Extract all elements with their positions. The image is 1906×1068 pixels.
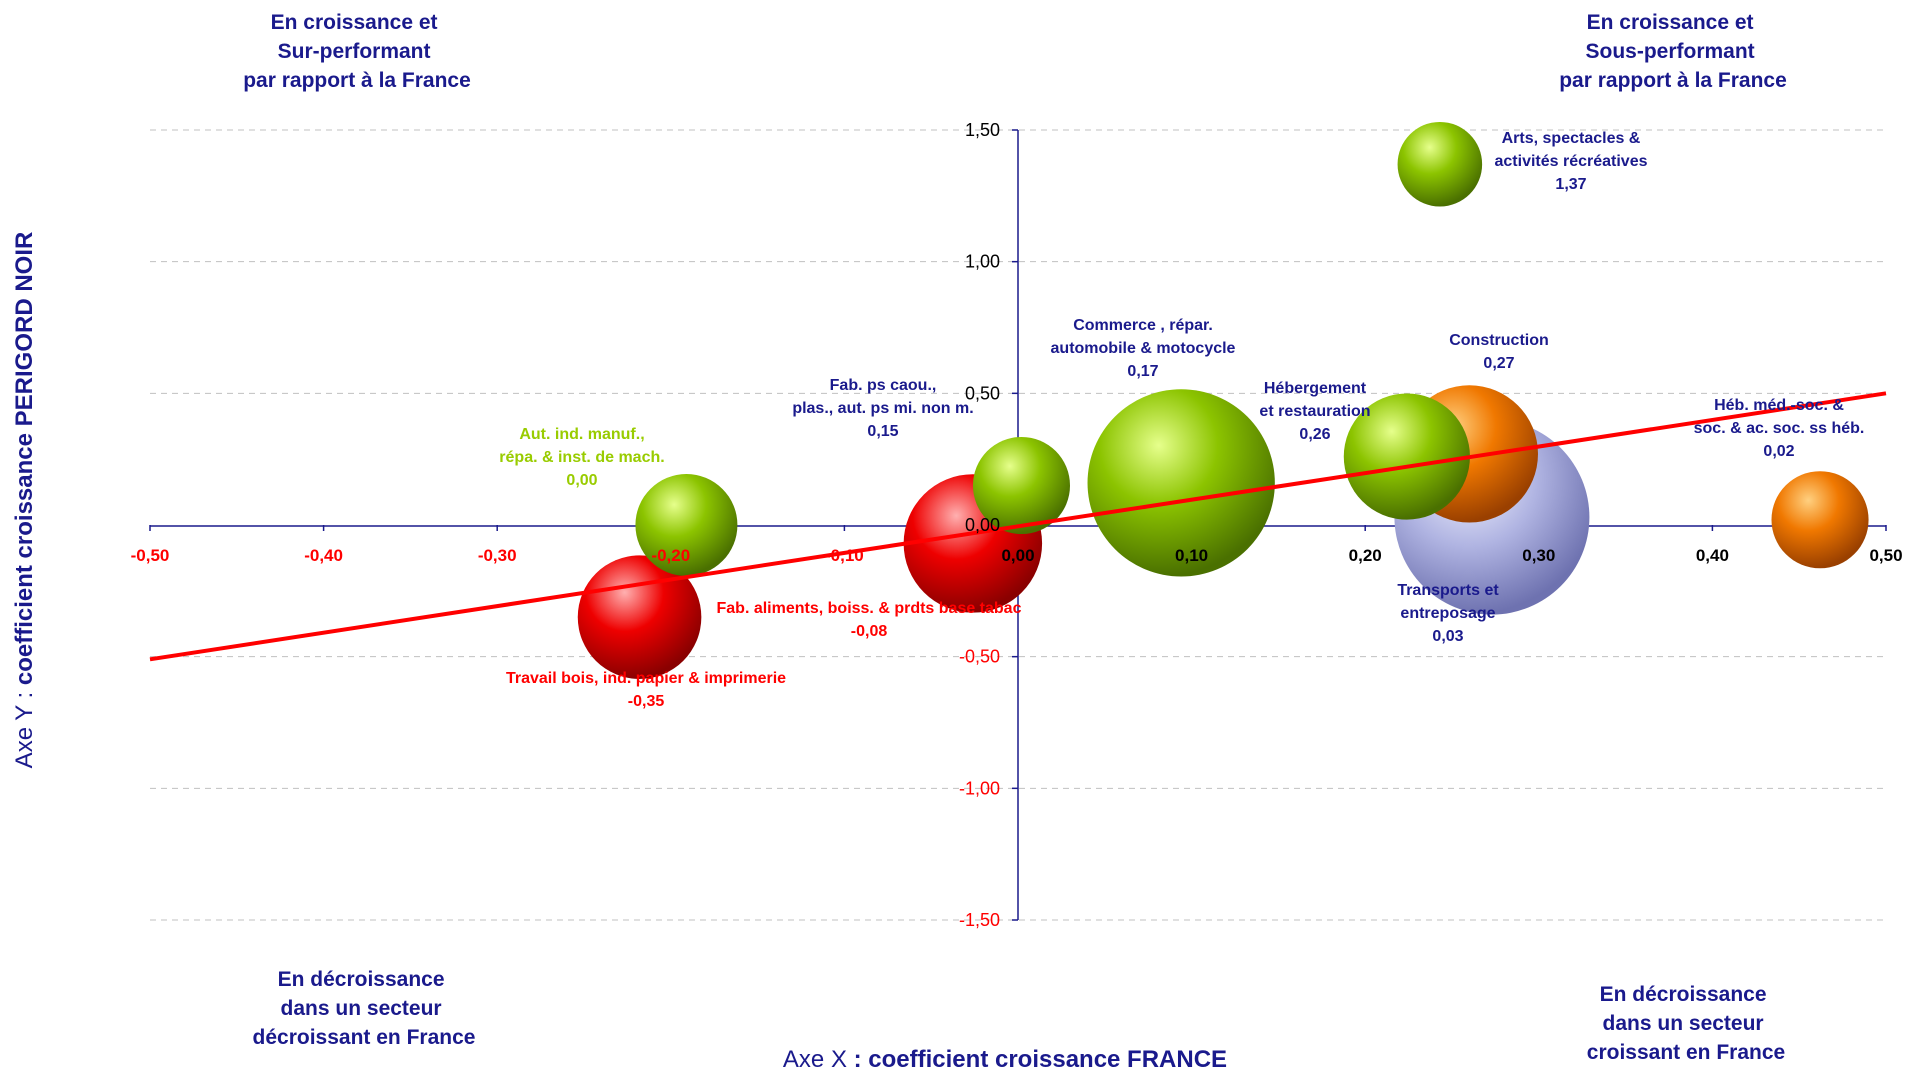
- y-tick-label-3: 0,00: [965, 515, 1000, 535]
- x-axis-title: Axe X : coefficient croissance FRANCE: [783, 1046, 1227, 1068]
- trendline: [149, 391, 1887, 662]
- y-tick-label-5: -1,00: [959, 778, 1000, 798]
- bubble-value-3: 0,26: [1299, 426, 1330, 443]
- bubble-label-9-line-0: Travail bois, ind. papier & imprimerie: [506, 670, 786, 687]
- quadrant-bottom-right: En décroissance dans un secteur croissan…: [1587, 983, 1785, 1064]
- y-tick-label-4: -0,50: [959, 647, 1000, 667]
- bubble-label-6-line-1: plas., aut. ps mi. non m.: [792, 400, 973, 417]
- bubble-7: [635, 474, 738, 576]
- bubble-value-7: 0,00: [566, 472, 597, 489]
- x-tick-label-1: -0,40: [304, 546, 343, 565]
- bubble-value-9: -0,35: [628, 693, 665, 710]
- x-tick-label-7: 0,20: [1349, 546, 1382, 565]
- bubble-label-1-line-1: automobile & motocycle: [1051, 340, 1236, 357]
- trendline-group: [149, 391, 1887, 662]
- quadrant-top-left: En croissance et Sur-performant par rapp…: [243, 11, 471, 92]
- bubble-label-8: Fab. aliments, boiss. & prdts base tabac…: [717, 600, 1022, 640]
- quadrant-bottom-left: En décroissance dans un secteur décroiss…: [253, 968, 476, 1049]
- bubble-labels: Arts, spectacles & activités récréatives 1…: [499, 130, 1864, 710]
- bubble-label-4-line-0: Transports et: [1397, 582, 1499, 599]
- bubble-label-5-line-1: soc. & ac. soc. ss héb.: [1694, 420, 1865, 437]
- bubble-label-4: Transports et entreposage 0,03: [1397, 582, 1499, 645]
- bubble-value-0: 1,37: [1555, 176, 1586, 193]
- bubble-label-5: Héb. méd.-soc. & soc. & ac. soc. ss héb. 0…: [1694, 397, 1865, 460]
- y-tick-label-2: 0,50: [965, 383, 1000, 403]
- x-tick-label-8: 0,30: [1522, 546, 1555, 565]
- bubble-value-4: 0,03: [1432, 628, 1463, 645]
- bubble-value-8: -0,08: [851, 623, 888, 640]
- y-tick-label-1: 1,00: [965, 252, 1000, 272]
- bubble-3: [1343, 393, 1470, 520]
- bubble-9: [577, 555, 702, 679]
- bubble-label-0-line-0: Arts, spectacles &: [1502, 130, 1641, 147]
- bubble-label-3-line-1: et restauration: [1259, 403, 1370, 420]
- y-tick-label-6: -1,50: [959, 910, 1000, 930]
- bubble-label-5-line-0: Héb. méd.-soc. &: [1714, 397, 1844, 414]
- x-tick-label-4: -0,10: [825, 546, 864, 565]
- bubble-label-7: Aut. ind. manuf., répa. & inst. de mach. 0…: [499, 426, 664, 489]
- bubble-label-6-line-0: Fab. ps caou.,: [830, 377, 937, 394]
- bubble-label-7-line-0: Aut. ind. manuf.,: [519, 426, 644, 443]
- bubble-0: [1397, 121, 1483, 207]
- bubble-label-8-line-0: Fab. aliments, boiss. & prdts base tabac: [717, 600, 1022, 617]
- gridlines: [150, 129, 1886, 921]
- quadrant-top-right: En croissance et Sous-performant par rap…: [1559, 11, 1787, 92]
- bubble-label-6: Fab. ps caou., plas., aut. ps mi. non m. 0…: [792, 377, 973, 440]
- bubble-label-1-line-0: Commerce , répar.: [1073, 317, 1213, 334]
- bubble-label-1: Commerce , répar. automobile & motocycle 0…: [1051, 317, 1236, 380]
- bubble-1: [1087, 389, 1275, 577]
- bubbles: [577, 121, 1869, 679]
- y-tick-label-0: 1,50: [965, 120, 1000, 140]
- bubble-value-2: 0,27: [1483, 355, 1514, 372]
- bubble-value-6: 0,15: [867, 423, 898, 440]
- bubble-label-2-line-0: Construction: [1449, 332, 1549, 349]
- tick-labels: -0,50 -0,40 -0,30 -0,20 -0,10 0,00 0,10 0,20 0,3…: [131, 120, 1903, 930]
- bubble-label-4-line-1: entreposage: [1400, 605, 1495, 622]
- x-tick-label-5: 0,00: [1001, 546, 1034, 565]
- bubble-label-7-line-1: répa. & inst. de mach.: [499, 449, 664, 466]
- x-tick-label-2: -0,30: [478, 546, 517, 565]
- bubble-label-0: Arts, spectacles & activités récréatives 1…: [1495, 130, 1648, 193]
- bubble-label-9: Travail bois, ind. papier & imprimerie -0…: [506, 670, 786, 710]
- x-tick-label-9: 0,40: [1696, 546, 1729, 565]
- bubble-label-3-line-0: Hébergement: [1264, 380, 1367, 397]
- x-tick-label-3: -0,20: [651, 546, 690, 565]
- x-tick-label-10: 0,50: [1869, 546, 1902, 565]
- bubble-5: [1771, 471, 1869, 569]
- y-axis-title: Axe Y : coefficient croissance PERIGORD …: [11, 232, 38, 769]
- bubble-label-0-line-1: activités récréatives: [1495, 153, 1648, 170]
- bubble-6: [972, 436, 1071, 535]
- bubble-value-5: 0,02: [1763, 443, 1794, 460]
- x-tick-label-6: 0,10: [1175, 546, 1208, 565]
- x-tick-label-0: -0,50: [131, 546, 170, 565]
- bubble-label-3: Hébergement et restauration 0,26: [1259, 380, 1370, 443]
- bubble-value-1: 0,17: [1127, 363, 1158, 380]
- bubble-label-2: Construction 0,27: [1449, 332, 1549, 372]
